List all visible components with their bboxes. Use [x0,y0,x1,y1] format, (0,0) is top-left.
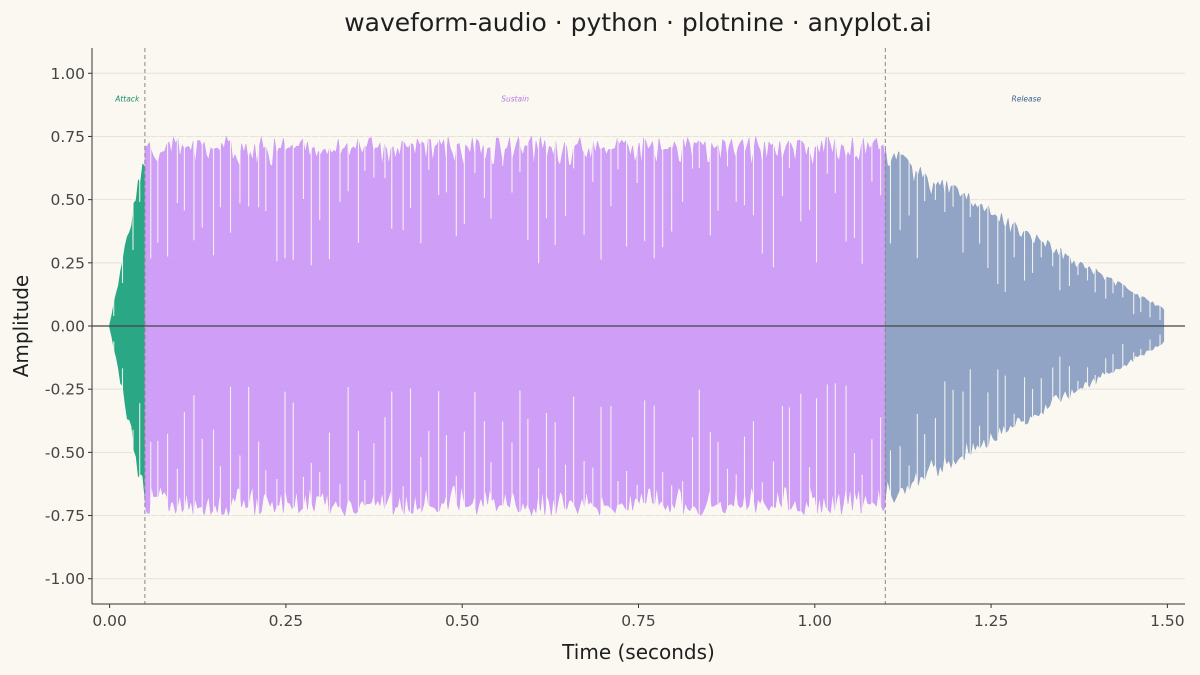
x-axis-title: Time (seconds) [561,640,715,664]
x-tick-label: 0.25 [269,612,304,630]
x-tick-label: 1.00 [798,612,833,630]
y-tick-label: 0.50 [50,191,85,209]
y-tick-label: -0.25 [45,381,85,399]
y-tick-label: -0.50 [45,444,85,462]
waveform-segment-release [884,147,1165,504]
x-tick-label: 0.50 [445,612,480,630]
x-tick-label: 1.50 [1150,612,1185,630]
chart-title: waveform-audio · python · plotnine · any… [344,8,932,37]
y-tick-label: 1.00 [50,65,85,83]
y-axis-title: Amplitude [9,275,33,378]
segment-label-attack: Attack [114,95,140,104]
x-tick-label: 1.25 [974,612,1009,630]
y-tick-label: 0.75 [50,128,85,146]
y-tick-label: 0.00 [50,318,85,336]
x-tick-label: 0.75 [621,612,656,630]
x-tick-label: 0.00 [92,612,127,630]
y-tick-label: 0.25 [50,254,85,272]
segment-label-release: Release [1012,95,1042,104]
segment-label-sustain: Sustain [501,95,529,104]
y-tick-label: -0.75 [45,507,85,525]
y-tick-label: -1.00 [45,570,85,588]
